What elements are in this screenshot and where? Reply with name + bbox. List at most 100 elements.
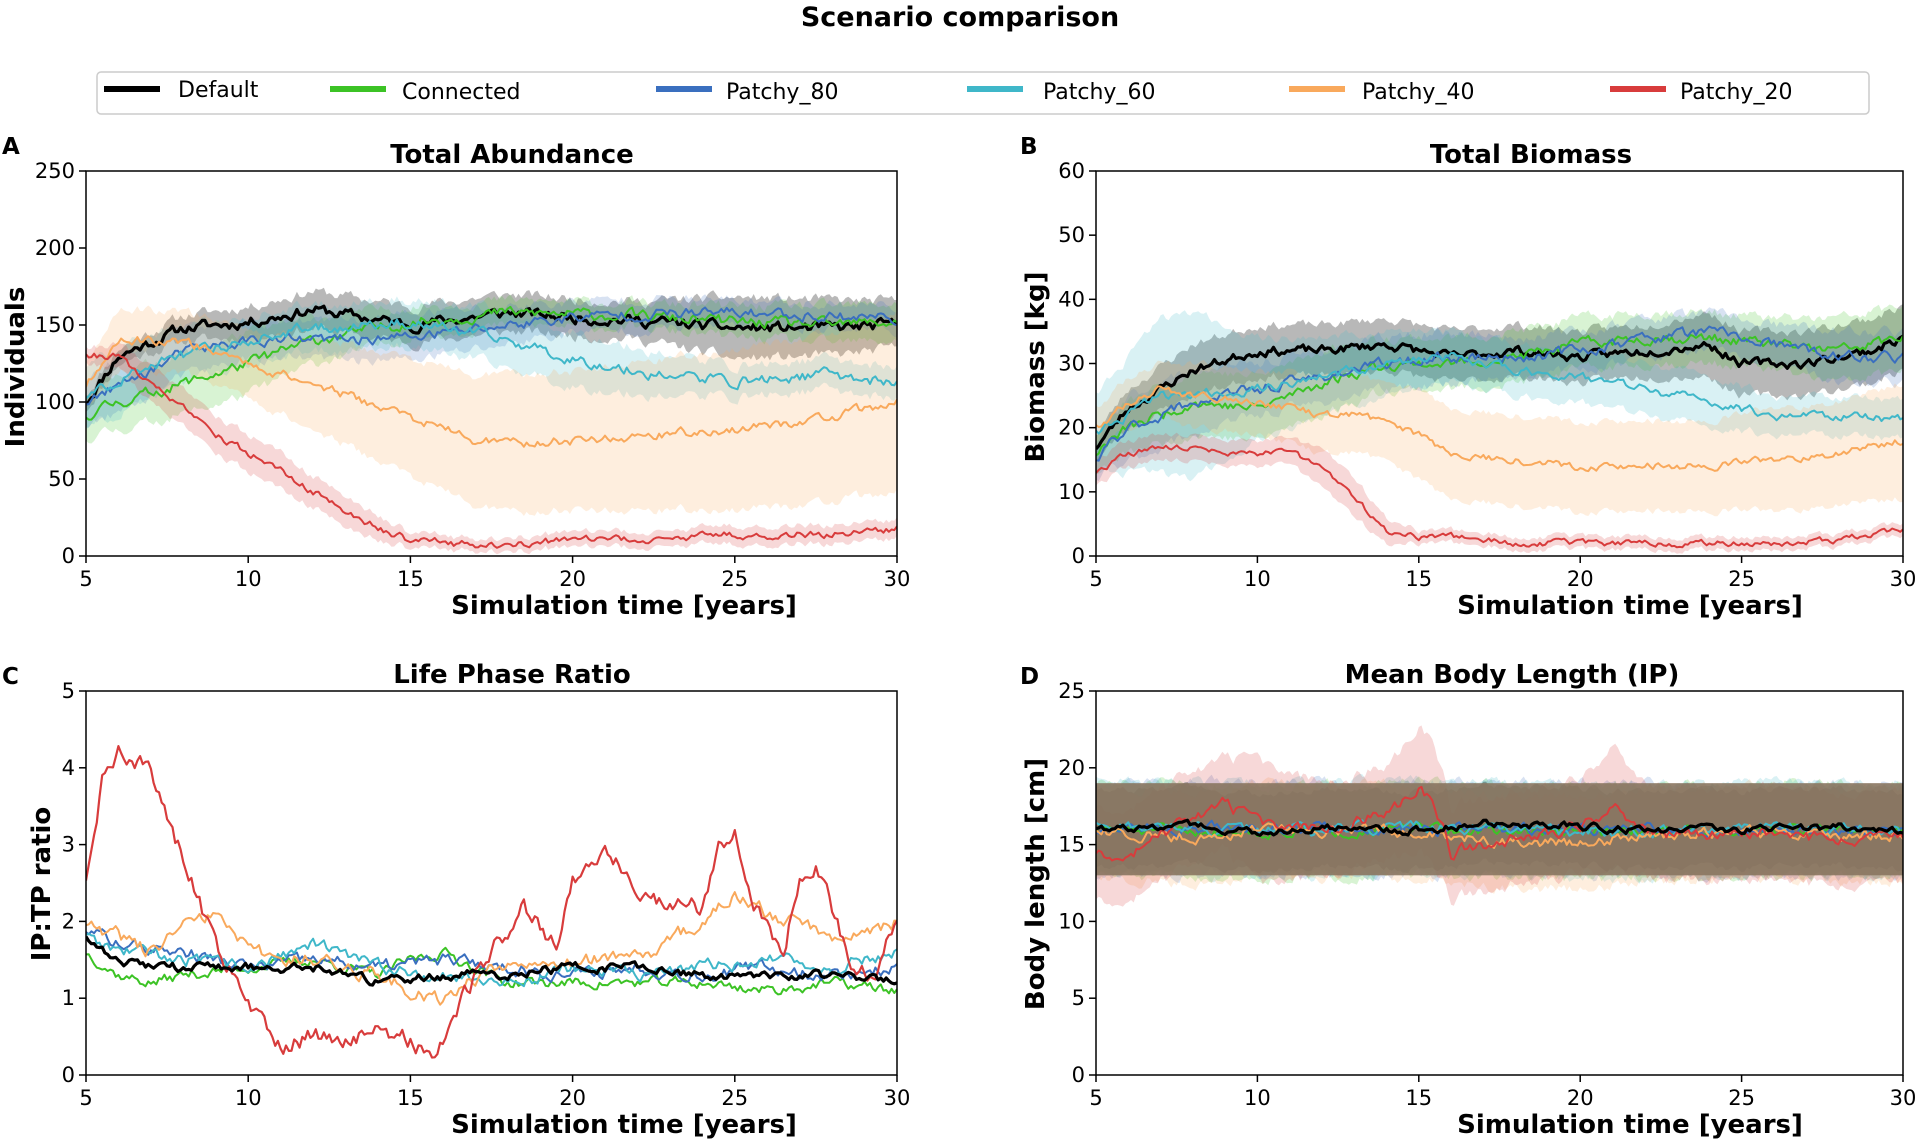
series-line-connected-b: [1096, 333, 1903, 457]
x-tick-label-c-25: 25: [721, 1086, 748, 1110]
legend-label-patchy-60: Patchy_60: [1043, 80, 1155, 105]
series-line-patchy-40-b: [1096, 385, 1903, 473]
x-axis-label-d: Simulation time [years]: [1457, 1110, 1803, 1140]
y-tick-label-d-15: 15: [1058, 833, 1085, 857]
x-tick-label-b-20: 20: [1567, 567, 1594, 591]
band-patchy-60-b: [1096, 310, 1903, 482]
series-line-default-b: [1096, 334, 1903, 450]
series-line-patchy-20-c: [86, 745, 897, 1059]
series-line-patchy-20-d: [1096, 785, 1903, 862]
series-line-patchy-20-a: [86, 352, 897, 549]
y-tick-label-d-20: 20: [1058, 756, 1085, 780]
axes-frame-a: [85, 170, 898, 557]
legend-entry-patchy-60: Patchy_60: [967, 80, 1155, 105]
y-tick-label-a-150: 150: [35, 313, 75, 337]
plot-content-b: [1096, 303, 1903, 554]
y-tick-label-b-20: 20: [1058, 416, 1085, 440]
axes-frame-c: [85, 690, 898, 1076]
x-tick-label-a-10: 10: [235, 567, 262, 591]
panel-letter-d: D: [1020, 664, 1039, 690]
x-tick-label-d-10: 10: [1244, 1086, 1271, 1110]
series-line-patchy-60-c: [86, 932, 897, 988]
series-line-default-c: [86, 935, 897, 987]
panel-total-biomass: B Total Biomass Simulation time [years] …: [1020, 134, 1916, 621]
x-tick-label-a-30: 30: [884, 567, 911, 591]
x-tick-label-b-15: 15: [1405, 567, 1432, 591]
panel-title-mean-body-length: Mean Body Length (IP): [1345, 660, 1680, 690]
x-tick-label-a-25: 25: [721, 567, 748, 591]
x-tick-label-d-30: 30: [1890, 1086, 1917, 1110]
x-axis-label-a: Simulation time [years]: [451, 591, 797, 621]
panel-letter-b: B: [1020, 134, 1038, 160]
plot-content-d: [1096, 725, 1903, 907]
y-tick-label-b-50: 50: [1058, 223, 1085, 247]
x-tick-label-c-20: 20: [559, 1086, 586, 1110]
series-line-connected-a: [86, 305, 897, 421]
y-axis-label-b: Biomass [kg]: [1021, 272, 1051, 463]
x-tick-label-b-5: 5: [1089, 567, 1102, 591]
plot-area-b: 5 10 15 20 25 30 0 10 20 30 40 50 60: [1058, 159, 1916, 591]
x-axis-label-b: Simulation time [years]: [1457, 591, 1803, 621]
y-tick-label-d-10: 10: [1058, 909, 1085, 933]
legend-entry-patchy-20: Patchy_20: [1610, 80, 1792, 105]
legend-label-patchy-80: Patchy_80: [726, 80, 838, 105]
legend-entry-patchy-80: Patchy_80: [656, 80, 838, 105]
x-tick-label-d-20: 20: [1567, 1086, 1594, 1110]
x-tick-label-a-15: 15: [397, 567, 424, 591]
x-axis-label-c: Simulation time [years]: [451, 1110, 797, 1140]
y-axis-label-c: IP:TP ratio: [27, 807, 57, 962]
y-tick-label-a-0: 0: [62, 544, 75, 568]
series-line-patchy-40-a: [86, 335, 897, 448]
y-tick-label-d-5: 5: [1072, 986, 1085, 1010]
panel-total-abundance: A Total Abundance Simulation time [years…: [1, 134, 910, 621]
panel-title-total-biomass: Total Biomass: [1430, 140, 1632, 170]
panel-title-life-phase-ratio: Life Phase Ratio: [393, 660, 631, 690]
band-patchy-40-b: [1096, 359, 1903, 517]
series-line-patchy-60-b: [1096, 352, 1903, 435]
x-tick-label-a-20: 20: [559, 567, 586, 591]
y-tick-label-c-0: 0: [62, 1063, 75, 1087]
band-patchy-80-a: [86, 294, 897, 428]
y-axis-label-a: Individuals: [1, 287, 31, 448]
band-patchy-20-b: [1096, 432, 1903, 554]
x-tick-label-b-30: 30: [1890, 567, 1917, 591]
legend-entry-default: Default: [104, 78, 259, 103]
panel-mean-body-length: D Mean Body Length (IP) Simulation time …: [1020, 660, 1916, 1140]
band-patchy-80-b: [1096, 307, 1903, 482]
series-line-patchy-80-a: [86, 306, 897, 406]
y-tick-label-d-25: 25: [1058, 679, 1085, 703]
y-tick-label-d-0: 0: [1072, 1063, 1085, 1087]
y-tick-label-b-30: 30: [1058, 352, 1085, 376]
axes-frame-d: [1095, 690, 1904, 1076]
x-tick-label-c-5: 5: [79, 1086, 92, 1110]
figure-title: Scenario comparison: [801, 2, 1119, 33]
band-patchy-40-a: [86, 305, 897, 516]
x-tick-label-d-5: 5: [1089, 1086, 1102, 1110]
plot-content-c: [86, 745, 897, 1059]
series-line-patchy-60-d: [1096, 819, 1903, 839]
y-tick-label-b-10: 10: [1058, 480, 1085, 504]
legend-entry-patchy-40: Patchy_40: [1289, 80, 1474, 105]
y-tick-label-b-60: 60: [1058, 159, 1085, 183]
plot-area-c: 5 10 15 20 25 30 0 1 2 3 4 5: [62, 679, 911, 1110]
plot-content-a: [86, 287, 897, 555]
x-tick-label-c-15: 15: [397, 1086, 424, 1110]
panel-life-phase-ratio: C Life Phase Ratio Simulation time [year…: [2, 660, 910, 1140]
series-line-patchy-60-a: [86, 318, 897, 400]
legend-label-patchy-40: Patchy_40: [1362, 80, 1474, 105]
y-axis-label-d: Body length [cm]: [1021, 758, 1051, 1010]
x-tick-label-b-25: 25: [1728, 567, 1755, 591]
y-tick-label-a-100: 100: [35, 390, 75, 414]
plot-area-a: 5 10 15 20 25 30 0 50 100 150 200 250: [35, 159, 910, 591]
panel-letter-c: C: [2, 664, 19, 690]
legend-label-connected: Connected: [402, 80, 520, 105]
x-tick-label-c-30: 30: [884, 1086, 911, 1110]
y-tick-label-c-1: 1: [62, 986, 75, 1010]
legend-label-default: Default: [178, 78, 259, 103]
panel-title-total-abundance: Total Abundance: [390, 140, 634, 170]
legend-frame: [96, 71, 1870, 115]
x-tick-label-d-25: 25: [1728, 1086, 1755, 1110]
